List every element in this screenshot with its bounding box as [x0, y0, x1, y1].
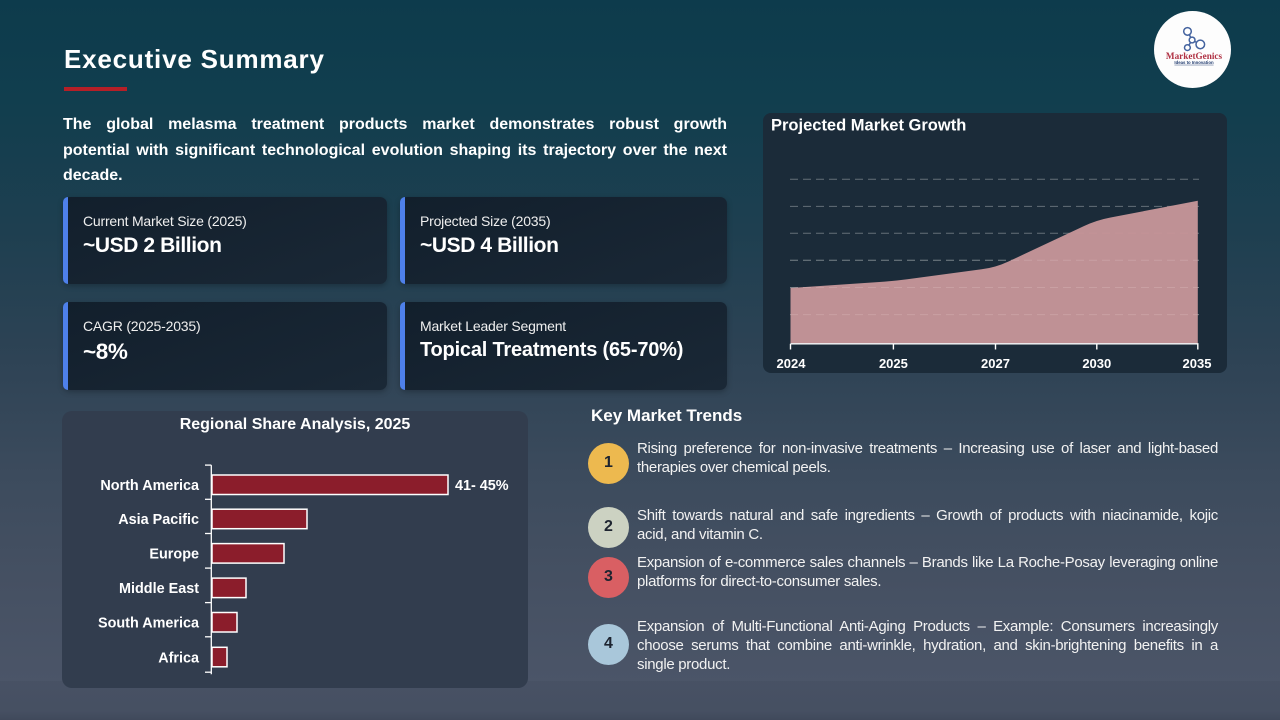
svg-text:MarketGenics: MarketGenics — [1166, 51, 1223, 61]
svg-text:South America: South America — [98, 616, 200, 632]
svg-text:Regional Share Analysis, 2025: Regional Share Analysis, 2025 — [180, 416, 411, 433]
svg-text:2025: 2025 — [879, 356, 908, 371]
svg-text:2035: 2035 — [1183, 356, 1212, 371]
svg-text:2024: 2024 — [777, 356, 807, 371]
svg-text:Middle East: Middle East — [119, 581, 199, 597]
svg-text:Africa: Africa — [158, 650, 200, 666]
svg-text:2027: 2027 — [981, 356, 1010, 371]
svg-text:North America: North America — [100, 478, 200, 494]
svg-text:Europe: Europe — [149, 547, 199, 563]
svg-text:Asia Pacific: Asia Pacific — [118, 512, 199, 528]
svg-text:2030: 2030 — [1082, 356, 1111, 371]
svg-text:41- 45%: 41- 45% — [455, 478, 509, 494]
svg-text:Ideas to Innovation: Ideas to Innovation — [1174, 60, 1214, 65]
svg-text:Projected Market Growth: Projected Market Growth — [771, 117, 966, 135]
